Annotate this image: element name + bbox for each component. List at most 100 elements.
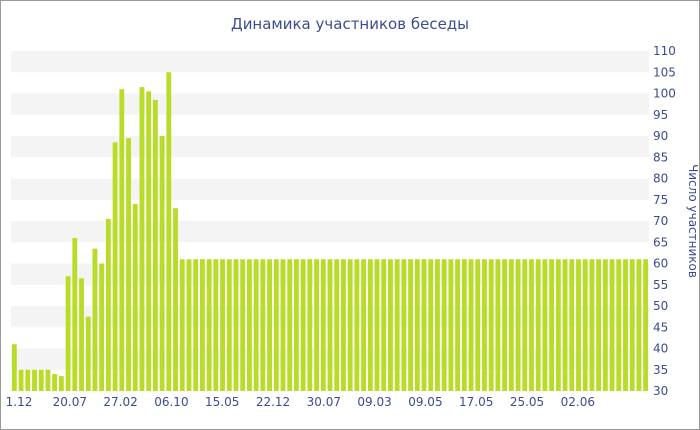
bar <box>320 259 326 391</box>
bar <box>179 259 185 391</box>
bar <box>85 316 91 392</box>
bar <box>65 276 71 391</box>
bar <box>32 369 37 391</box>
bar <box>38 369 44 391</box>
bar <box>72 238 78 391</box>
bar <box>555 259 561 391</box>
bar <box>233 259 239 391</box>
bar <box>173 208 178 391</box>
bar <box>280 259 286 391</box>
bar <box>99 263 105 391</box>
x-tick-label: 09.05 <box>408 395 442 409</box>
y-tick-label: 95 <box>653 108 668 122</box>
y-tick-label: 45 <box>653 320 668 334</box>
x-axis-ticks: 1.12 20.07 27.02 06.10 15.05 22.12 30.07 09.03 0… <box>6 395 595 409</box>
bar <box>347 259 353 391</box>
y-tick-label: 50 <box>653 299 668 313</box>
bar <box>468 259 474 391</box>
x-tick-label: 22.12 <box>256 395 290 409</box>
bars <box>11 72 649 392</box>
bar <box>294 259 299 391</box>
bar <box>119 89 125 391</box>
bar <box>287 259 293 391</box>
x-tick-label: 30.07 <box>307 395 341 409</box>
bar <box>45 369 51 391</box>
bar <box>589 259 595 391</box>
bar <box>623 259 628 391</box>
bar <box>112 142 118 391</box>
x-tick-label: 25.05 <box>510 395 544 409</box>
bar <box>535 259 541 391</box>
bar <box>11 344 17 391</box>
bar <box>428 259 434 391</box>
bar <box>482 259 487 391</box>
bar <box>152 99 158 392</box>
bar <box>58 376 64 392</box>
bar <box>92 248 98 392</box>
bar <box>629 259 635 391</box>
y-tick-label: 105 <box>653 65 676 79</box>
bar <box>25 369 31 391</box>
y-axis-label: Число участников <box>686 164 699 278</box>
y-axis-ticks: 30 35 40 45 50 55 60 65 70 75 80 85 90 95 100 105 110 <box>653 44 676 398</box>
bar <box>374 259 380 391</box>
bar <box>643 259 649 391</box>
bar <box>334 259 340 391</box>
y-tick-label: 85 <box>653 150 668 164</box>
bar <box>448 259 454 391</box>
x-tick-label: 17.05 <box>459 395 493 409</box>
bar <box>314 259 319 391</box>
bar <box>515 259 521 391</box>
bar <box>529 259 534 391</box>
y-tick-label: 60 <box>653 257 668 271</box>
y-tick-label: 40 <box>653 342 668 356</box>
bar <box>166 72 172 391</box>
bar <box>508 259 514 391</box>
bar <box>441 259 447 391</box>
y-tick-label: 80 <box>653 172 668 186</box>
bar <box>139 87 145 392</box>
bar <box>549 259 555 391</box>
bar <box>206 259 212 391</box>
bar <box>388 259 393 391</box>
bar <box>636 259 642 391</box>
bar <box>213 259 219 391</box>
bar <box>240 259 246 391</box>
chart-title: Динамика участников беседы <box>231 15 469 33</box>
bar <box>461 259 467 391</box>
bar <box>126 138 131 392</box>
bar <box>475 259 481 391</box>
bar <box>367 259 373 391</box>
bar <box>52 374 58 391</box>
bar <box>455 259 461 391</box>
bar <box>401 259 407 391</box>
x-tick-label: 09.03 <box>357 395 391 409</box>
y-tick-label: 65 <box>653 235 668 249</box>
x-tick-label: 06.10 <box>154 395 188 409</box>
bar <box>307 259 313 391</box>
bar <box>596 259 602 391</box>
y-tick-label: 110 <box>653 44 676 58</box>
bar <box>421 259 427 391</box>
x-tick-label: 1.12 <box>6 395 33 409</box>
bar <box>132 204 138 391</box>
bar <box>569 259 575 391</box>
bar <box>159 136 165 391</box>
x-tick-label: 27.02 <box>103 395 137 409</box>
bar <box>435 259 440 391</box>
bar <box>495 259 501 391</box>
grid-band <box>11 136 649 158</box>
bar <box>408 259 414 391</box>
y-tick-label: 100 <box>653 87 676 101</box>
bar <box>414 259 420 391</box>
bar <box>220 259 225 391</box>
bar <box>381 259 387 391</box>
y-tick-label: 75 <box>653 193 668 207</box>
y-tick-label: 55 <box>653 278 668 292</box>
bar <box>562 259 568 391</box>
bar <box>105 218 111 392</box>
bar <box>273 259 279 391</box>
bar <box>616 259 622 391</box>
bar <box>576 259 581 391</box>
